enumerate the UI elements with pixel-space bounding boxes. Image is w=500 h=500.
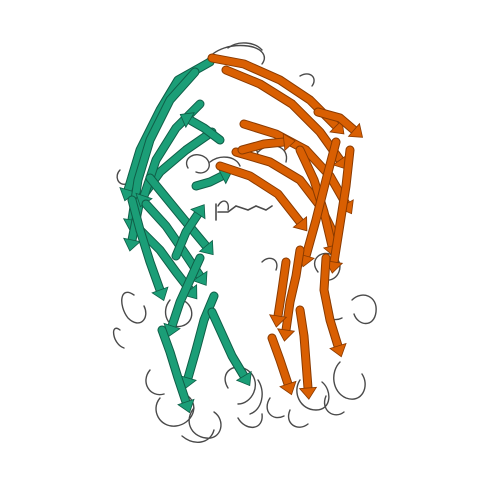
chain-b-strand <box>314 108 358 134</box>
chain-b-strand-arrowhead <box>282 132 296 152</box>
chain-a-strand <box>136 226 194 294</box>
ligand-stick <box>215 203 273 221</box>
chain-a-strand-arrowhead <box>192 270 208 286</box>
coil-loop <box>164 299 193 328</box>
chain-a-strand <box>208 308 248 380</box>
chain-a-strand <box>128 196 164 294</box>
coil-loop <box>209 156 241 167</box>
chain-b-strand <box>330 146 354 266</box>
coil-loop <box>333 361 366 400</box>
coil-loop <box>249 379 263 415</box>
coil-loop <box>287 409 309 428</box>
chain-b-strand <box>240 120 350 208</box>
chain-a-strand <box>142 200 204 280</box>
chain-a-strand <box>172 210 202 260</box>
chain-b-strand-arrowhead <box>279 380 297 396</box>
coil-loop <box>296 379 330 411</box>
chain-b-strand <box>320 254 342 350</box>
chain-a-strand-arrowhead <box>123 237 142 252</box>
coil-loop <box>261 257 278 271</box>
chain-a-strand <box>168 254 204 330</box>
chain-b-strand <box>302 138 340 260</box>
chain-b-strand-arrowhead <box>292 216 308 232</box>
coil-loop <box>323 395 345 416</box>
chain-a-strand <box>186 116 224 144</box>
chain-b-strand <box>238 138 288 154</box>
coil-loop <box>237 413 263 428</box>
chain-a-strand <box>184 292 218 382</box>
chain-b-strand <box>296 306 312 392</box>
chain-b-strand <box>274 258 290 320</box>
chain-b-strand-arrowhead <box>276 328 296 342</box>
chain-b-strand-arrowhead <box>329 342 347 358</box>
chain-a-strand <box>146 174 210 250</box>
coil-loop <box>185 154 210 174</box>
coil-loop <box>217 200 230 211</box>
chain-b-ribbon <box>207 53 364 400</box>
chain-a-strand-arrowhead <box>235 370 252 387</box>
coil-loop <box>121 291 147 324</box>
coil-loop <box>155 395 195 427</box>
chain-a-strand-arrowhead <box>177 398 195 414</box>
chain-b-strand-arrowhead <box>298 386 318 400</box>
coil-loop <box>181 429 215 443</box>
chain-b-strand-arrowhead <box>347 122 364 138</box>
coil-loop <box>204 44 266 65</box>
chain-a-strand-arrowhead <box>151 286 169 302</box>
coil-loop <box>113 327 125 349</box>
chain-b-strand <box>268 334 292 388</box>
coil-loop <box>145 369 165 396</box>
chain-a-strand <box>158 326 190 406</box>
chain-a-strand-arrowhead <box>190 204 206 220</box>
chain-b-strand <box>216 162 304 226</box>
chain-b-strand <box>282 246 304 334</box>
coil-loop <box>188 407 222 439</box>
chain-a-strand-arrowhead <box>198 239 214 256</box>
chain-b-strand <box>222 66 344 164</box>
chain-b-strand-arrowhead <box>268 314 288 328</box>
chain-a-ribbon <box>119 57 252 414</box>
coil-loop <box>351 294 377 325</box>
coil-loop <box>227 42 263 51</box>
ligand-bond <box>217 205 273 213</box>
coil-loop <box>116 169 127 185</box>
coil-loop <box>266 397 285 419</box>
chain-a-strand <box>192 172 226 190</box>
chain-a-strand-arrowhead <box>179 112 195 129</box>
coil-loop <box>299 73 315 87</box>
